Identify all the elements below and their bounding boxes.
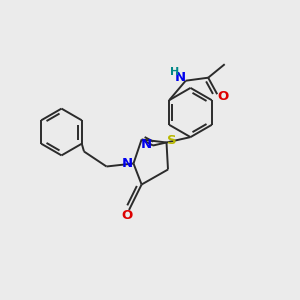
Text: N: N [175, 71, 186, 84]
Text: N: N [141, 137, 152, 151]
Text: N: N [121, 157, 133, 170]
Text: O: O [217, 90, 228, 103]
Text: S: S [167, 134, 177, 147]
Text: O: O [122, 209, 133, 222]
Text: H: H [170, 67, 179, 77]
